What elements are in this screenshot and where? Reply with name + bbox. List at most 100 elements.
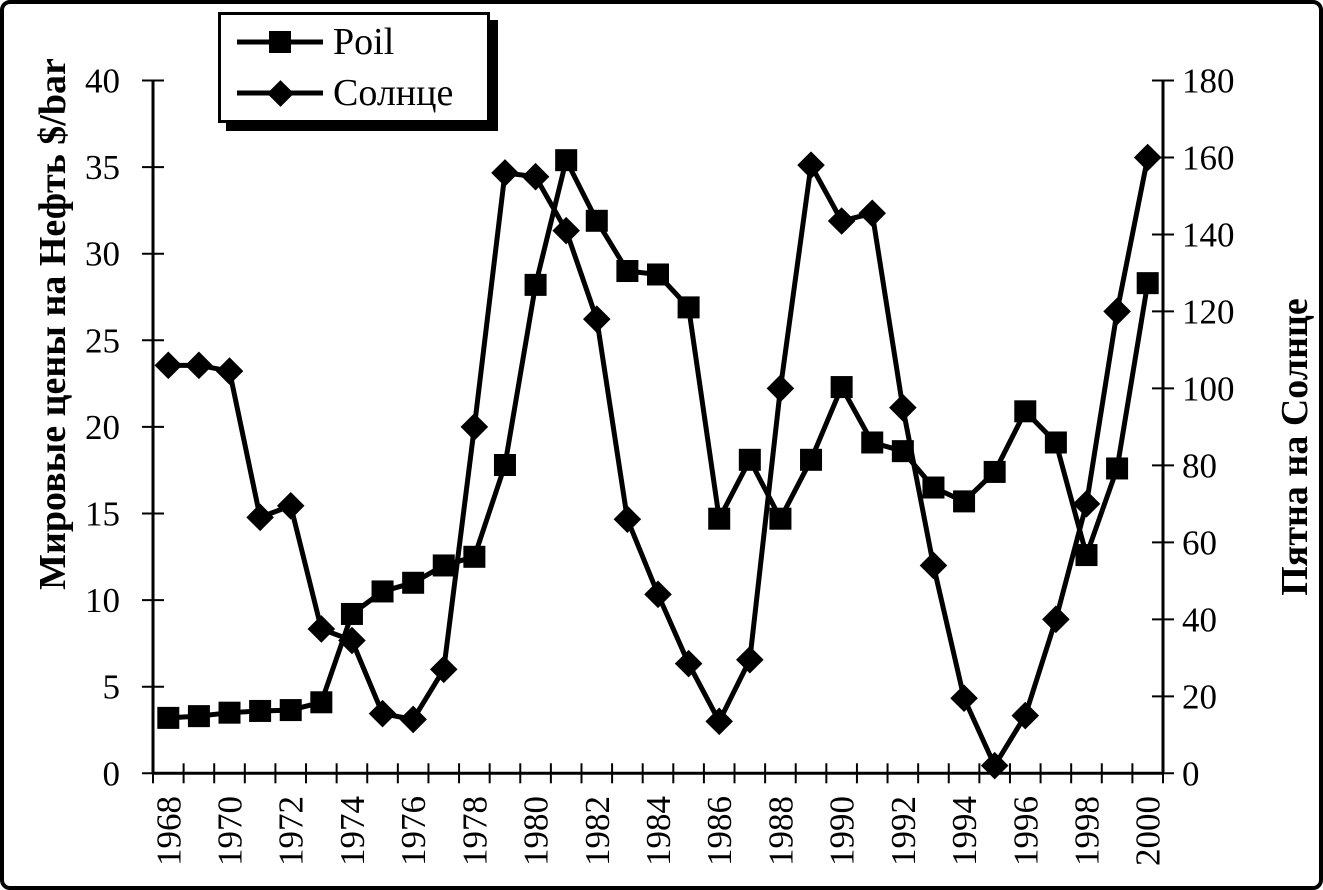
series-diamond-marker-1979 <box>491 159 519 187</box>
series-square-marker-1989 <box>800 448 823 471</box>
series-square-marker-1996 <box>1014 400 1037 423</box>
series-diamond-marker-1984 <box>644 580 672 609</box>
series-diamond-marker-1996 <box>1011 701 1040 730</box>
series-diamond-marker-1988 <box>766 374 795 403</box>
series-diamond-marker-1978 <box>460 413 489 441</box>
sun-diamond-marker-icon <box>237 79 323 107</box>
right-axis-tick-label-40: 40 <box>1182 600 1217 639</box>
legend: Poil Солнце <box>218 12 490 123</box>
series-diamond-marker-1994 <box>950 684 978 713</box>
series-square-marker-1993 <box>922 476 945 499</box>
series-diamond-marker-1983 <box>613 505 642 534</box>
left-axis-title: Мировые цены на Нефть $/bar <box>32 58 74 590</box>
series-diamond-marker-1970 <box>215 357 244 385</box>
left-axis-tick-label-25: 25 <box>85 321 120 360</box>
x-axis-tick-label-1976: 1976 <box>394 796 433 866</box>
right-axis-tick-label-60: 60 <box>1182 523 1217 562</box>
x-axis-tick-label-1968: 1968 <box>149 796 188 866</box>
x-axis-tick-label-2000: 2000 <box>1129 796 1168 866</box>
series-diamond-marker-1997 <box>1042 605 1070 634</box>
series-diamond-marker-1969 <box>185 351 213 380</box>
poil-square-marker-icon <box>237 31 323 54</box>
series-square-marker-1988 <box>769 507 792 530</box>
series-square-marker-1991 <box>861 431 884 454</box>
x-axis-tick-label-1970: 1970 <box>211 796 250 866</box>
series-square-marker-1974 <box>340 602 363 625</box>
series-square-marker-1971 <box>249 699 272 722</box>
series-diamond-marker-1980 <box>521 162 550 191</box>
series-diamond-marker-1972 <box>276 492 305 520</box>
series-square-marker-1990 <box>830 376 853 399</box>
series-square-marker-1976 <box>402 571 425 594</box>
right-axis-tick-label-180: 180 <box>1182 62 1235 101</box>
plot-area: 0 5 10 15 20 25 30 35 40 0 20 40 60 80 100 120 140 160 180… <box>32 58 1316 866</box>
x-axis-tick-label-1994: 1994 <box>945 796 984 866</box>
series-square-marker-1972 <box>279 699 302 722</box>
x-axis-tick-label-1990: 1990 <box>823 796 862 866</box>
x-axis-tick-label-1980: 1980 <box>517 796 556 866</box>
x-axis-tick-label-1978: 1978 <box>455 796 494 866</box>
series-diamond-marker-1975 <box>368 699 397 728</box>
series-square-marker-1981 <box>555 149 578 172</box>
x-axis-tick-label-1998: 1998 <box>1067 796 1106 866</box>
left-axis-tick-label-0: 0 <box>103 754 121 793</box>
series-square-marker-1973 <box>310 691 333 714</box>
series-square-marker-1986 <box>708 507 731 530</box>
series-diamond-marker-1968 <box>154 351 183 380</box>
series-diamond-marker-1977 <box>429 655 458 684</box>
series-square-marker-2000 <box>1136 272 1159 295</box>
series-diamond-marker-1990 <box>827 207 856 235</box>
series-square-marker-1983 <box>616 260 639 283</box>
right-axis-tick-label-160: 160 <box>1182 138 1235 177</box>
series-square-marker-1999 <box>1106 457 1129 480</box>
series-diamond-marker-1998 <box>1072 490 1101 518</box>
left-axis-tick-label-35: 35 <box>85 148 120 187</box>
left-axis-tick-label-40: 40 <box>85 62 120 101</box>
left-axis-tick-label-30: 30 <box>85 235 120 274</box>
series-square-marker-1987 <box>738 448 761 471</box>
right-axis-title: Пятна на Солнце <box>1274 298 1316 596</box>
x-axis-tick-label-1988: 1988 <box>761 796 800 866</box>
x-axis-tick-label-1972: 1972 <box>272 796 311 866</box>
series-diamond-marker-1992 <box>889 393 917 422</box>
series-diamond-marker-1971 <box>246 503 274 532</box>
series-diamond-marker-1982 <box>582 305 611 333</box>
left-axis-tick-label-15: 15 <box>85 495 120 534</box>
legend-label-poil: Poil <box>333 21 395 64</box>
x-axis-tick-label-1992: 1992 <box>884 796 923 866</box>
series-diamond-marker-1995 <box>980 751 1009 780</box>
series-square-marker-1978 <box>463 545 486 568</box>
right-axis-tick-label-20: 20 <box>1182 677 1217 716</box>
series-diamond-marker-1974 <box>338 626 366 655</box>
series-diamond-marker-1989 <box>797 151 825 179</box>
series-square-marker-1977 <box>432 554 455 577</box>
series-diamond-marker-1976 <box>399 705 427 734</box>
left-axis-tick-label-10: 10 <box>85 581 120 620</box>
series-diamond-marker-1991 <box>858 199 887 228</box>
series-diamond-marker-2000 <box>1133 143 1162 172</box>
series-square-marker-1969 <box>187 705 210 728</box>
series-diamond-marker-1986 <box>705 707 734 736</box>
x-axis-tick-label-1996: 1996 <box>1006 796 1045 866</box>
series-diamond-marker-1973 <box>307 615 336 643</box>
x-axis-tick-label-1984: 1984 <box>639 796 678 866</box>
series-square-marker-1984 <box>647 263 669 286</box>
x-axis-tick-label-1974: 1974 <box>333 796 372 866</box>
series-square-marker-1997 <box>1044 431 1067 454</box>
series-square-marker-1980 <box>524 273 547 296</box>
right-axis-tick-label-140: 140 <box>1182 215 1235 254</box>
series-square-marker-1982 <box>585 209 608 232</box>
legend-item-poil: Poil <box>235 17 487 67</box>
right-axis-tick-label-120: 120 <box>1182 292 1235 331</box>
series-diamond-marker-1981 <box>552 216 580 245</box>
series-diamond-marker-1985 <box>674 649 703 678</box>
series-diamond-marker-1999 <box>1103 297 1131 326</box>
series-square-marker-1968 <box>157 706 180 729</box>
left-axis-tick-label-5: 5 <box>103 668 121 707</box>
series-square-marker-1975 <box>371 580 394 603</box>
left-axis-tick-label-20: 20 <box>85 408 120 447</box>
series-square-marker-1995 <box>983 460 1006 483</box>
right-axis-tick-label-0: 0 <box>1182 754 1200 793</box>
right-axis-tick-label-100: 100 <box>1182 369 1235 408</box>
